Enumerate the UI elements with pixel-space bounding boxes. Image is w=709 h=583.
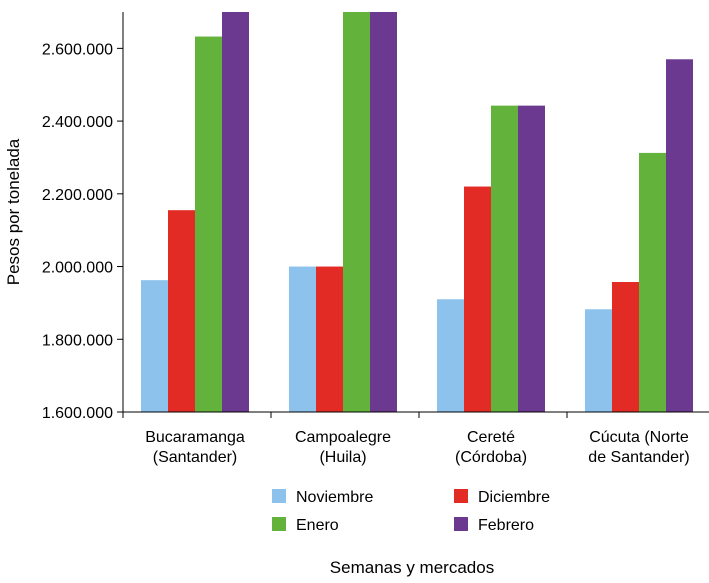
bar-enero-3 (491, 105, 518, 413)
x-tick-label: (Santander) (153, 449, 238, 466)
bar-febrero-2 (370, 12, 397, 412)
bar-diciembre-3 (464, 186, 491, 412)
y-tick-label: 2.600.000 (42, 41, 113, 58)
legend-label-noviembre: Noviembre (296, 489, 373, 506)
x-axis-label: Semanas y mercados (330, 558, 494, 577)
x-tick-label: (Córdoba) (455, 449, 527, 466)
legend-label-febrero: Febrero (478, 517, 534, 534)
bar-febrero-3 (518, 105, 545, 413)
x-tick-label: Cúcuta (Norte (589, 429, 689, 446)
legend-swatch-noviembre (272, 489, 286, 503)
bar-noviembre-1 (141, 280, 168, 412)
x-tick-label: Cereté (467, 429, 515, 446)
bar-enero-2 (343, 12, 370, 412)
y-axis-label: Pesos por tonelada (4, 138, 23, 285)
legend-swatch-diciembre (454, 489, 468, 503)
legend: Noviembre Diciembre Enero Febrero (272, 489, 550, 534)
legend-swatch-enero (272, 517, 286, 531)
bar-diciembre-4 (612, 282, 639, 412)
legend-swatch-febrero (454, 517, 468, 531)
y-tick-label: 1.600.000 (42, 405, 113, 422)
x-tick-label: de Santander) (588, 449, 689, 466)
y-tick-label: 1.800.000 (42, 332, 113, 349)
y-tick-label: 2.200.000 (42, 187, 113, 204)
bar-noviembre-3 (437, 299, 464, 412)
bars-layer (141, 12, 693, 413)
bar-noviembre-2 (289, 266, 316, 412)
bar-febrero-1 (222, 12, 249, 412)
bar-enero-1 (195, 36, 222, 412)
x-tick-label: Campoalegre (295, 429, 391, 446)
bar-noviembre-4 (585, 309, 612, 412)
y-tick-label: 2.000.000 (42, 260, 113, 277)
x-tick-label: Bucaramanga (145, 429, 245, 446)
y-tick-label: 2.400.000 (42, 114, 113, 131)
legend-label-diciembre: Diciembre (478, 489, 550, 506)
x-tick-label: (Huila) (319, 449, 366, 466)
legend-label-enero: Enero (296, 517, 339, 534)
y-ticks: 1.600.000 1.800.000 2.000.000 2.200.000 2.40… (42, 41, 123, 422)
bar-diciembre-1 (168, 210, 195, 412)
bar-enero-4 (639, 152, 666, 412)
bar-diciembre-2 (316, 266, 343, 412)
x-ticks: Bucaramanga (Santander) Campoalegre (Huila)… (122, 412, 690, 466)
bar-febrero-4 (666, 59, 693, 412)
